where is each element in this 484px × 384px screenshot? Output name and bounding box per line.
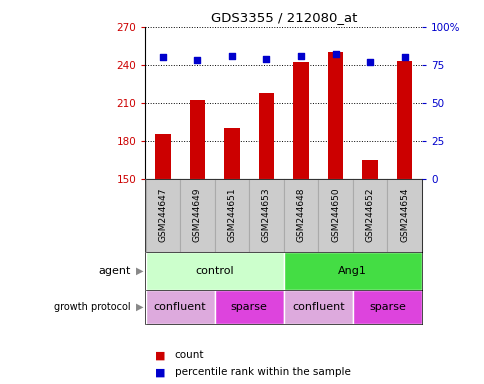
- Text: GSM244648: GSM244648: [296, 188, 305, 242]
- Point: [159, 54, 166, 60]
- Text: GSM244650: GSM244650: [331, 188, 339, 242]
- Bar: [189, 100, 205, 179]
- Bar: [387, 179, 421, 252]
- Text: sparse: sparse: [230, 302, 267, 312]
- Bar: [155, 134, 170, 179]
- Text: percentile rank within the sample: percentile rank within the sample: [174, 367, 350, 377]
- Bar: [352, 179, 387, 252]
- Point: [297, 53, 304, 59]
- Point: [331, 51, 339, 57]
- Point: [193, 57, 201, 63]
- Point: [227, 53, 235, 59]
- Bar: [293, 62, 308, 179]
- Text: confluent: confluent: [153, 302, 206, 312]
- Text: GSM244647: GSM244647: [158, 188, 167, 242]
- Text: ■: ■: [155, 350, 166, 360]
- Bar: [283, 179, 318, 252]
- Text: control: control: [195, 266, 233, 276]
- Text: GSM244649: GSM244649: [193, 188, 201, 242]
- Text: GSM244654: GSM244654: [399, 188, 408, 242]
- Text: count: count: [174, 350, 204, 360]
- Bar: [145, 290, 214, 324]
- Text: sparse: sparse: [368, 302, 405, 312]
- Text: GSM244652: GSM244652: [365, 188, 374, 242]
- Bar: [362, 160, 377, 179]
- Bar: [352, 290, 421, 324]
- Point: [262, 56, 270, 62]
- Text: growth protocol: growth protocol: [54, 302, 131, 312]
- Bar: [396, 61, 411, 179]
- Text: ■: ■: [155, 367, 166, 377]
- Bar: [214, 290, 283, 324]
- Text: ▶: ▶: [136, 302, 143, 312]
- Text: Ang1: Ang1: [338, 266, 366, 276]
- Bar: [283, 290, 352, 324]
- Point: [365, 59, 373, 65]
- Bar: [224, 128, 239, 179]
- Bar: [214, 179, 249, 252]
- Text: GSM244653: GSM244653: [261, 188, 271, 242]
- Bar: [145, 179, 180, 252]
- Text: confluent: confluent: [291, 302, 344, 312]
- Text: ▶: ▶: [136, 266, 143, 276]
- Point: [400, 54, 408, 60]
- Bar: [318, 179, 352, 252]
- Text: agent: agent: [98, 266, 131, 276]
- Bar: [180, 179, 214, 252]
- Bar: [258, 93, 273, 179]
- Bar: [327, 52, 343, 179]
- Bar: [145, 252, 283, 290]
- Title: GDS3355 / 212080_at: GDS3355 / 212080_at: [210, 11, 356, 24]
- Bar: [249, 179, 283, 252]
- Text: GSM244651: GSM244651: [227, 188, 236, 242]
- Bar: [283, 252, 421, 290]
